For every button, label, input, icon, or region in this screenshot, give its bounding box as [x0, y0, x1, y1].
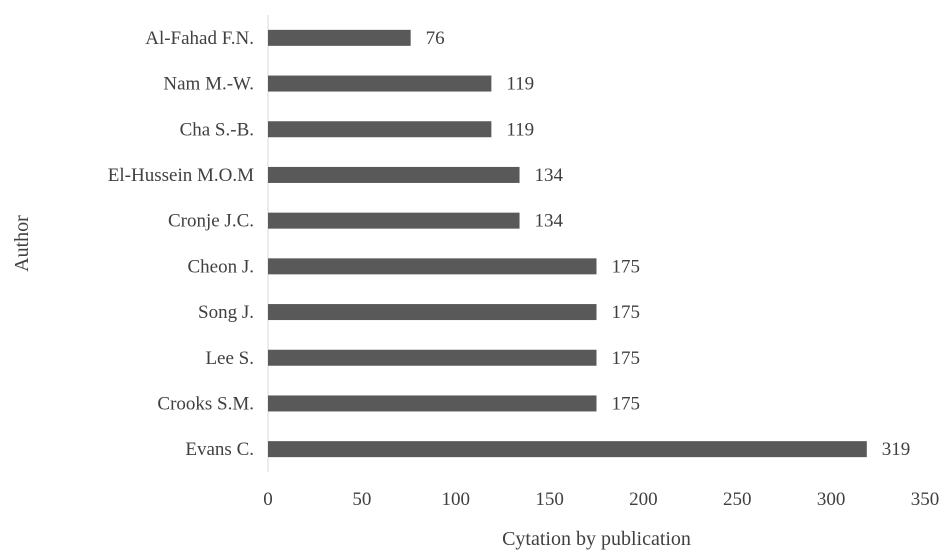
bar [268, 258, 597, 275]
data-label: 119 [506, 119, 534, 140]
category-label: Lee S. [205, 348, 254, 369]
x-tick-label: 100 [441, 489, 470, 510]
data-label: 175 [612, 256, 641, 277]
bar [268, 441, 867, 458]
bar [268, 395, 597, 412]
x-axis-title: Cytation by publication [502, 528, 691, 550]
data-label: 175 [612, 393, 641, 414]
category-label: El-Hussein M.O.M [108, 165, 254, 186]
data-label: 175 [612, 348, 641, 369]
bar [268, 121, 492, 138]
data-label: 134 [535, 165, 564, 186]
x-tick-label: 200 [629, 489, 658, 510]
data-label: 134 [535, 211, 564, 232]
x-tick-label: 50 [352, 489, 371, 510]
category-label: Crooks S.M. [157, 393, 254, 414]
category-label: Cha S.-B. [180, 119, 254, 140]
category-label: Al-Fahad F.N. [145, 28, 254, 49]
bar [268, 212, 520, 229]
category-label: Evans C. [185, 439, 254, 460]
category-label: Nam M.-W. [163, 74, 254, 95]
category-label: Cronje J.C. [168, 211, 254, 232]
data-label: 175 [612, 302, 641, 323]
data-label: 319 [882, 439, 911, 460]
data-labels: 76 119 119 134 134 175 175 175 175 319 [426, 28, 911, 460]
bars-layer [268, 29, 867, 458]
data-label: 76 [426, 28, 445, 49]
x-tick-label: 250 [723, 489, 752, 510]
data-label: 119 [506, 74, 534, 95]
category-label: Cheon J. [188, 256, 255, 277]
x-tick-label: 350 [911, 489, 940, 510]
bar [268, 304, 597, 321]
bar [268, 29, 411, 46]
x-tick-label: 300 [817, 489, 846, 510]
x-tick-label: 0 [263, 489, 273, 510]
bar [268, 75, 492, 92]
category-labels: Al-Fahad F.N. Nam M.-W. Cha S.-B. El-Hussei… [108, 28, 254, 460]
y-axis-title: Author [11, 215, 33, 272]
bar [268, 166, 520, 183]
category-label: Song J. [198, 302, 254, 323]
x-tick-label: 150 [535, 489, 564, 510]
bar [268, 349, 597, 366]
x-axis-ticks: 0 50 100 150 200 250 300 350 [263, 489, 939, 510]
